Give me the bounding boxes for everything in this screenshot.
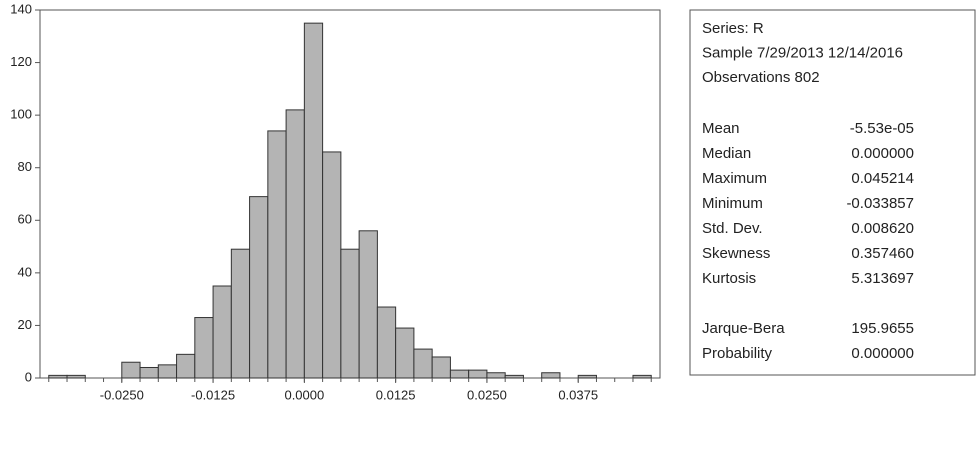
x-tick-label: 0.0250 bbox=[467, 387, 507, 402]
stats-header: Sample 7/29/2013 12/14/2016 bbox=[702, 44, 903, 61]
y-tick-label: 80 bbox=[18, 159, 32, 174]
x-tick-label: 0.0125 bbox=[376, 387, 416, 402]
bar bbox=[449, 369, 470, 379]
bar bbox=[577, 374, 597, 379]
stat-label: Std. Dev. bbox=[702, 220, 763, 237]
y-tick-label: 140 bbox=[10, 1, 32, 16]
bar bbox=[176, 353, 196, 379]
bar bbox=[66, 374, 86, 379]
stat-value: 0.045214 bbox=[851, 170, 914, 187]
bar bbox=[121, 361, 141, 379]
stats-panel: Series: R Sample 7/29/2013 12/14/2016 Obse… bbox=[702, 20, 914, 362]
bar bbox=[48, 374, 68, 379]
stat-value: -5.53e-05 bbox=[850, 120, 914, 137]
stat-value: 5.313697 bbox=[851, 270, 914, 287]
x-tick-label: -0.0250 bbox=[100, 387, 144, 402]
y-tick-label: 100 bbox=[10, 107, 32, 122]
stat-value: 0.357460 bbox=[851, 245, 914, 262]
bar bbox=[194, 317, 214, 379]
stat-value: -0.033857 bbox=[846, 195, 914, 212]
bar bbox=[413, 348, 433, 379]
stat-label: Maximum bbox=[702, 170, 767, 187]
bar bbox=[230, 248, 251, 379]
x-tick-label: -0.0125 bbox=[191, 387, 235, 402]
y-tick-label: 40 bbox=[18, 264, 32, 279]
x-tick-label: 0.0375 bbox=[558, 387, 598, 402]
stat-value: 0.000000 bbox=[851, 345, 914, 362]
x-tick-label: 0.0000 bbox=[284, 387, 324, 402]
stat-value: 0.000000 bbox=[851, 145, 914, 162]
stat-label: Probability bbox=[702, 345, 773, 362]
bar bbox=[358, 230, 378, 379]
stat-label: Jarque-Bera bbox=[702, 320, 785, 337]
y-tick-label: 60 bbox=[18, 212, 32, 227]
bar bbox=[267, 130, 287, 379]
stat-value: 0.008620 bbox=[851, 220, 914, 237]
bar bbox=[486, 372, 506, 379]
bar bbox=[431, 356, 451, 379]
y-tick-label: 120 bbox=[10, 54, 32, 69]
bar bbox=[376, 306, 397, 379]
bar bbox=[212, 285, 232, 379]
bar bbox=[139, 366, 159, 379]
bar bbox=[249, 196, 269, 379]
bar bbox=[468, 369, 488, 379]
bar bbox=[322, 151, 342, 379]
stat-label: Skewness bbox=[702, 245, 770, 262]
bar bbox=[504, 374, 524, 379]
bar bbox=[632, 374, 652, 379]
bar bbox=[303, 22, 324, 379]
stat-value: 195.9655 bbox=[851, 320, 914, 337]
bar bbox=[340, 248, 360, 379]
y-tick-label: 20 bbox=[18, 317, 32, 332]
bar bbox=[285, 109, 305, 379]
stats-header: Observations 802 bbox=[702, 69, 820, 86]
stats-frame bbox=[689, 9, 976, 376]
stat-label: Median bbox=[702, 145, 751, 162]
bar bbox=[395, 327, 415, 379]
stat-label: Minimum bbox=[702, 195, 763, 212]
y-tick-label: 0 bbox=[25, 369, 32, 384]
bar bbox=[157, 364, 178, 379]
bar bbox=[541, 372, 561, 379]
stats-header: Series: R bbox=[702, 20, 764, 37]
stat-label: Kurtosis bbox=[702, 270, 756, 287]
stat-label: Mean bbox=[702, 120, 740, 137]
